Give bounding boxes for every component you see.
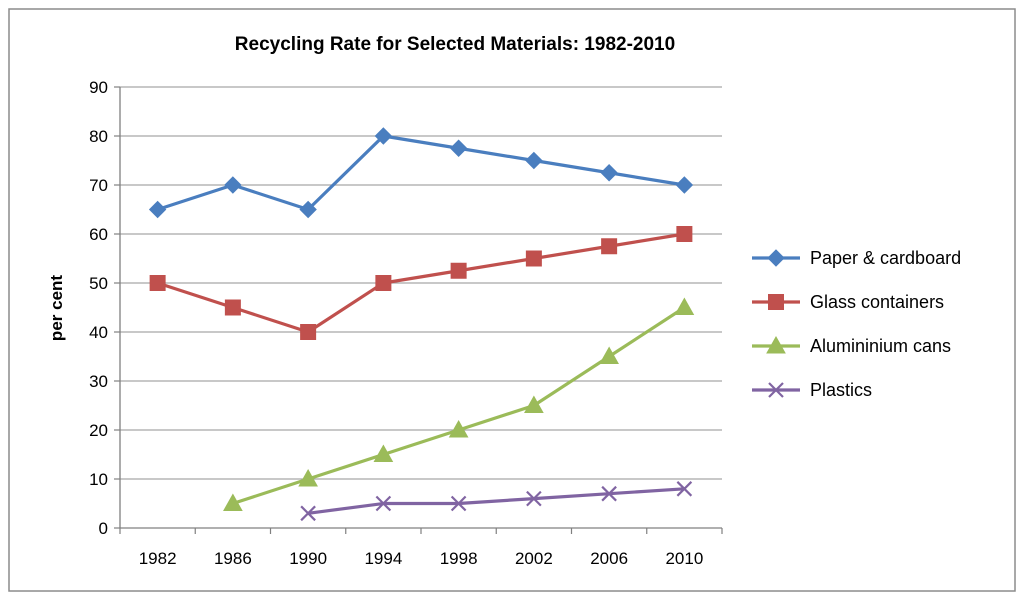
chart-title: Recycling Rate for Selected Materials: 1… — [235, 34, 675, 55]
data-point-glass-containers — [450, 262, 467, 279]
y-tick-label: 0 — [99, 519, 108, 538]
data-point-plastics — [676, 481, 693, 497]
data-point-paper-cardboard — [600, 164, 618, 182]
data-point-alumininium-cans — [373, 444, 394, 462]
data-point-glass-containers — [224, 299, 241, 316]
chart-frame — [8, 8, 1016, 592]
data-point-glass-containers — [601, 238, 618, 255]
legend-label: Plastics — [810, 380, 872, 400]
legend-item-alumininium-cans: Alumininium cans — [752, 335, 951, 356]
x-tick-label: 2010 — [665, 549, 703, 568]
series-alumininium-cans — [223, 297, 695, 511]
data-point-glass-containers — [300, 324, 317, 340]
y-tick-label: 80 — [89, 127, 108, 146]
y-tick-label: 20 — [89, 421, 108, 440]
x-tick-label: 2006 — [590, 549, 628, 568]
data-point-alumininium-cans — [599, 346, 619, 364]
series-plastics — [300, 481, 693, 522]
legend-item-plastics: Plastics — [752, 380, 872, 400]
data-point-plastics — [526, 490, 542, 507]
legend: Paper & cardboard Glass containers Alumini… — [752, 248, 961, 400]
data-point-glass-containers — [149, 275, 166, 291]
series-glass-containers — [149, 226, 693, 340]
data-point-alumininium-cans — [524, 395, 544, 413]
data-point-plastics — [450, 495, 467, 512]
data-point-paper-cardboard — [224, 176, 242, 194]
data-point-glass-containers — [375, 275, 392, 291]
series-lines — [148, 127, 695, 522]
marker-stroke — [601, 485, 617, 502]
legend-label: Paper & cardboard — [810, 248, 961, 268]
marker-stroke — [300, 505, 316, 522]
y-tick-label: 70 — [89, 176, 108, 195]
data-point-alumininium-cans — [298, 468, 318, 487]
data-point-paper-cardboard — [148, 200, 167, 219]
data-point-alumininium-cans — [223, 493, 243, 511]
series-line-glass-containers — [156, 232, 686, 334]
x-tick-label: 1982 — [139, 549, 177, 568]
data-point-paper-cardboard — [675, 176, 694, 194]
data-point-plastics — [300, 505, 316, 522]
marker-stroke — [450, 495, 467, 512]
x-tick-label: 1990 — [289, 549, 327, 568]
data-point-plastics — [375, 495, 392, 512]
x-tick-label: 1998 — [440, 549, 478, 568]
y-axis-label: per cent — [47, 275, 66, 341]
x-tick-label: 1994 — [364, 549, 402, 568]
y-tick-label: 60 — [89, 225, 108, 244]
x-tick-label: 1986 — [214, 549, 252, 568]
data-point-glass-containers — [525, 250, 542, 267]
legend-marker — [766, 335, 786, 354]
series-paper-cardboard — [148, 127, 694, 219]
marker-stroke — [375, 495, 392, 512]
legend-marker — [768, 294, 784, 310]
y-tick-label: 50 — [89, 274, 108, 293]
marker-stroke — [676, 481, 693, 497]
y-tick-label: 40 — [89, 323, 108, 342]
marker-stroke — [526, 490, 542, 507]
legend-item-paper-cardboard: Paper & cardboard — [752, 248, 961, 268]
y-tick-label: 30 — [89, 372, 108, 391]
data-point-paper-cardboard — [299, 200, 317, 219]
data-point-paper-cardboard — [525, 151, 543, 170]
legend-marker — [767, 249, 785, 267]
legend-marker — [768, 382, 784, 398]
legend-label: Alumininium cans — [810, 336, 951, 356]
series-line-paper-cardboard — [156, 134, 686, 212]
y-tick-label: 90 — [89, 78, 108, 97]
legend-label: Glass containers — [810, 292, 944, 312]
x-axis-ticks: 1982 1986 1990 1994 1998 2002 2006 2010 — [119, 528, 723, 568]
series-line-plastics — [306, 487, 686, 515]
data-point-paper-cardboard — [449, 139, 468, 157]
data-point-alumininium-cans — [674, 297, 695, 315]
y-tick-label: 10 — [89, 470, 108, 489]
legend-item-glass-containers: Glass containers — [752, 292, 944, 312]
marker-stroke — [768, 382, 784, 398]
data-point-glass-containers — [676, 226, 693, 242]
y-axis-ticks: 0 10 20 30 40 50 60 70 80 90 — [89, 78, 120, 538]
x-tick-label: 2002 — [515, 549, 553, 568]
data-point-plastics — [601, 485, 617, 502]
data-point-paper-cardboard — [374, 127, 393, 145]
data-point-alumininium-cans — [448, 419, 469, 438]
gridlines — [120, 86, 722, 480]
